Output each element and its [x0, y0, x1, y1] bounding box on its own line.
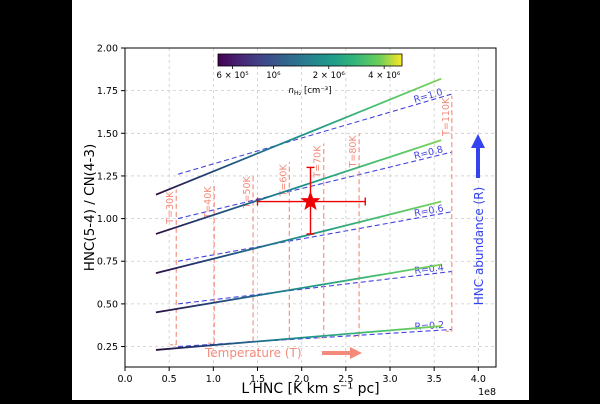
temperature-label: T=30K [165, 191, 176, 225]
temperature-arrow-label: Temperature (T) [204, 346, 302, 360]
temperature-label: T=50K [242, 175, 253, 209]
x-tick-label: 0.5 [162, 374, 177, 385]
density-track [155, 77, 442, 196]
axes: 0.0 0.5 1.0 1.5 2.0 2.5 3.0 3.5 4.0 0.25 0.50 0.75 1… [82, 44, 497, 398]
x-tick-label: 1.0 [206, 374, 221, 385]
colorbar-bar [217, 53, 403, 67]
x-axis-label: L′HNC [K km s⁻¹ pc] [241, 381, 379, 397]
abundance-arrow-label: HNC abundance (R) [472, 187, 486, 305]
x-tick-label: 2.5 [338, 374, 353, 385]
temperature-label: T=60K [278, 164, 289, 198]
temperature-label: T=110K [441, 97, 452, 137]
x-offset-label: 1e8 [478, 387, 496, 398]
y-tick-label: 1.75 [97, 86, 118, 97]
y-tick-label: 0.25 [97, 342, 118, 353]
y-tick-label: 0.75 [97, 257, 118, 268]
colorbar: 6 × 10⁵ 10⁶ 2 × 10⁶ 4 × 10⁶ nH₂ [cm⁻³] [216, 53, 403, 97]
temperature-label: T=80K [348, 135, 359, 169]
temperature-arrow-head [350, 347, 362, 359]
abundance-arrow-head [471, 134, 485, 148]
abundance-line [177, 270, 452, 305]
y-tick-label: 2.00 [97, 44, 118, 55]
measurement [256, 166, 366, 235]
abundance-line [177, 151, 452, 220]
temperature-label: T=70K [313, 145, 324, 179]
density-tracks [155, 77, 442, 351]
density-track [155, 263, 442, 314]
density-track [155, 139, 442, 235]
measurement-star [300, 191, 321, 210]
axes-frame [124, 47, 497, 368]
temperature-label: T=40K [203, 186, 214, 220]
y-tick-label: 1.50 [97, 129, 118, 140]
colorbar-tick-label: 10⁶ [266, 71, 281, 81]
x-tick-label: 0.0 [117, 374, 132, 385]
x-tick-label: 2.0 [294, 374, 309, 385]
annotations: Temperature (T) HNC abundance (R) [204, 134, 486, 360]
abundance-line [177, 211, 452, 262]
x-tick-label: 4.0 [471, 374, 486, 385]
density-track [155, 325, 442, 351]
colorbar-tick-label: 4 × 10⁶ [368, 71, 401, 81]
x-tick-label: 3.0 [382, 374, 397, 385]
colorbar-tick-label: 2 × 10⁶ [313, 71, 346, 81]
x-tick-label: 3.5 [427, 374, 442, 385]
y-tick-label: 0.50 [97, 299, 118, 310]
colorbar-tick-label: 6 × 10⁵ [216, 71, 248, 81]
colorbar-label: nH₂ [cm⁻³] [288, 86, 331, 97]
chart-canvas: R=0.2 R=0.4 R=0.6 R=0.8 R=1.0 T=30K T=40K T=50… [72, 0, 529, 400]
y-axis-label: HNC(5-4) / CN(4-3) [82, 144, 98, 272]
y-tick-label: 1.25 [97, 171, 118, 182]
y-tick-label: 1.00 [97, 214, 118, 225]
abundance-line [177, 328, 452, 348]
x-tick-label: 1.5 [250, 374, 265, 385]
density-track [155, 200, 442, 275]
chart-svg: R=0.2R=0.4R=0.6R=0.8R=1.0 T=30K T=40K T=50… [82, 44, 497, 398]
